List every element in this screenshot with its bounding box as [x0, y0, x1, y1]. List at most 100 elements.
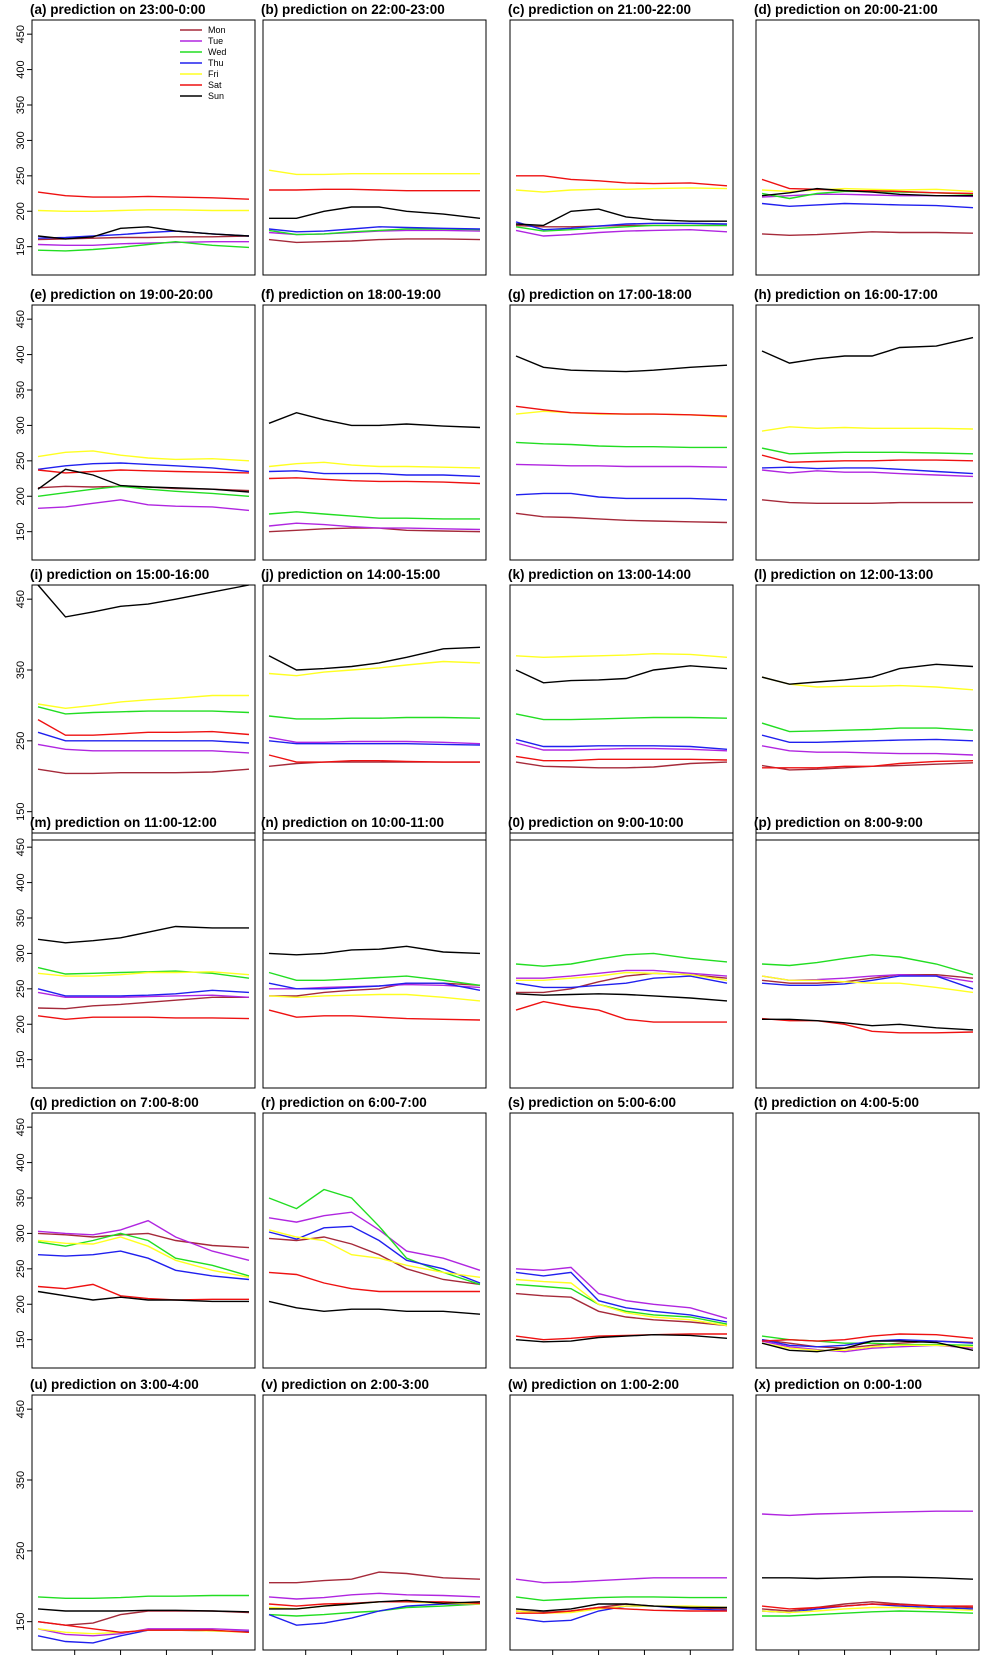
plot-frame — [262, 304, 487, 561]
plot-frame — [755, 1112, 980, 1369]
series-line-tue — [37, 1219, 250, 1261]
series-line-mon — [761, 231, 974, 237]
panel-title: (b) prediction on 22:00-23:00 — [261, 2, 445, 17]
series-line-fri — [516, 971, 728, 981]
series-line-fri — [761, 1606, 974, 1614]
y-tick-label: 400 — [15, 345, 27, 363]
series-line-sun — [515, 208, 727, 227]
series-line-wed — [761, 954, 974, 976]
plot-frame — [31, 1112, 256, 1369]
panel-title: (g) prediction on 17:00-18:00 — [508, 287, 692, 302]
plot-frame — [31, 19, 256, 276]
series-line-mon — [515, 1292, 728, 1327]
series-line-sun — [515, 1603, 727, 1612]
series-line-fri — [37, 694, 249, 710]
panel-title: (d) prediction on 20:00-21:00 — [754, 2, 938, 17]
series-line-tue — [515, 1577, 727, 1584]
series-line-thu — [515, 738, 728, 750]
series-line-sun — [515, 665, 728, 684]
y-tick-label: 450 — [15, 838, 27, 856]
series-line-fri — [37, 1236, 250, 1278]
plot-frame — [262, 1394, 487, 1651]
series-line-thu — [37, 462, 250, 473]
plot-frame — [262, 584, 487, 841]
series-line-tue — [761, 745, 974, 756]
series-line-fri — [761, 975, 974, 994]
panel-15: (p) prediction on 8:00-9:00 — [754, 815, 980, 1089]
panel-title: (i) prediction on 15:00-16:00 — [30, 567, 209, 582]
series-line-fri — [268, 461, 481, 469]
series-line-sat — [268, 1009, 481, 1021]
series-line-thu — [515, 975, 728, 989]
series-line-sat — [37, 191, 250, 200]
y-tick-label: 450 — [15, 1400, 27, 1418]
y-tick-label: 150 — [15, 802, 27, 820]
series-line-tue — [37, 991, 250, 998]
panel-2: (c) prediction on 21:00-22:00 — [508, 2, 734, 276]
series-line-wed — [515, 952, 728, 967]
panel-18: (s) prediction on 5:00-6:00 — [508, 1095, 734, 1369]
series-line-tue — [37, 499, 250, 512]
y-tick-label: 150 — [15, 1050, 27, 1068]
panel-title: (r) prediction on 6:00-7:00 — [261, 1095, 427, 1110]
panel-title: (e) prediction on 19:00-20:00 — [30, 287, 213, 302]
series-line-wed — [515, 441, 727, 449]
y-tick-label: 300 — [15, 416, 27, 434]
series-line-sun — [268, 646, 481, 671]
series-line-fri — [515, 652, 728, 659]
y-tick-label: 200 — [15, 487, 27, 505]
series-line-sun — [37, 925, 249, 944]
series-line-thu — [761, 1338, 974, 1348]
panel-3: (d) prediction on 20:00-21:00 — [754, 2, 980, 276]
plot-frame — [755, 832, 980, 1089]
plot-frame — [755, 304, 980, 561]
series-line-thu — [761, 202, 974, 209]
panel-title: (v) prediction on 2:00-3:00 — [261, 1377, 429, 1392]
panel-1: (b) prediction on 22:00-23:00 — [261, 2, 487, 276]
panel-10: (k) prediction on 13:00-14:00 — [508, 567, 734, 841]
series-line-wed — [37, 706, 250, 715]
series-line-wed — [268, 1603, 481, 1617]
panel-title: (s) prediction on 5:00-6:00 — [508, 1095, 676, 1110]
series-line-wed — [268, 715, 481, 720]
y-tick-label: 350 — [15, 661, 27, 679]
series-line-thu — [761, 734, 974, 743]
y-tick-label: 250 — [15, 1542, 27, 1560]
series-line-sun — [37, 468, 250, 493]
y-tick-label: 150 — [15, 1612, 27, 1630]
series-line-wed — [761, 722, 974, 733]
series-line-fri — [268, 660, 481, 677]
series-line-sun — [268, 411, 481, 429]
series-line-sun — [269, 206, 481, 220]
series-line-fri — [761, 187, 974, 193]
panel-title: (p) prediction on 8:00-9:00 — [754, 815, 923, 830]
panel-title: (k) prediction on 13:00-14:00 — [508, 567, 691, 582]
panel-title: (n) prediction on 10:00-11:00 — [261, 815, 444, 830]
series-line-tue — [761, 1510, 973, 1517]
series-line-wed — [762, 1610, 974, 1617]
y-tick-label: 350 — [15, 1471, 27, 1489]
series-line-wed — [37, 1232, 250, 1277]
panel-21: (v) prediction on 2:00-3:005101520 — [261, 1377, 487, 1655]
series-line-wed — [268, 511, 480, 520]
series-line-mon — [268, 238, 481, 244]
series-line-wed — [268, 1188, 481, 1286]
series-line-thu — [37, 731, 250, 744]
plot-frame — [262, 19, 487, 276]
panel-19: (t) prediction on 4:00-5:00 — [754, 1095, 980, 1369]
series-line-fri — [515, 187, 728, 193]
plot-frame — [509, 584, 734, 841]
series-line-sun — [37, 1290, 249, 1303]
y-tick-label: 300 — [15, 944, 27, 962]
series-line-tue — [515, 228, 728, 237]
series-line-sat — [268, 477, 481, 485]
series-line-fri — [761, 426, 974, 432]
series-line-tue — [515, 463, 728, 468]
legend-label: Tue — [208, 36, 223, 46]
panel-title: (j) prediction on 14:00-15:00 — [261, 567, 440, 582]
series-line-sat — [268, 754, 480, 763]
series-line-sat — [515, 1333, 727, 1341]
series-line-tue — [515, 1266, 728, 1320]
series-line-thu — [515, 492, 728, 501]
series-line-sat — [761, 1017, 974, 1034]
